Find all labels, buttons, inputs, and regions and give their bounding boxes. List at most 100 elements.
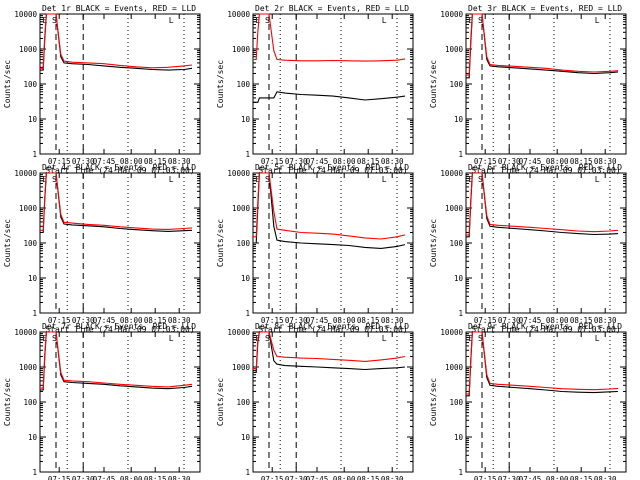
x-tick-label: 07:15 — [48, 157, 71, 166]
event-marker-label: E — [42, 334, 47, 343]
x-tick-label: 08:00 — [546, 157, 569, 166]
y-tick-label: 1 — [245, 309, 250, 318]
x-tick-label: 07:15 — [48, 475, 71, 480]
x-tick-label: 07:45 — [93, 157, 116, 166]
plot-frame — [39, 13, 201, 155]
detector-panel: Det 7r BLACK = Events, RED = LLD 1 10 100 10… — [3, 322, 201, 480]
x-tick-label: 07:45 — [519, 475, 542, 480]
y-tick-label: 100 — [23, 80, 37, 89]
x-axis-label: Start Time (24-Mar-09 07:03:00) — [471, 166, 620, 175]
x-tick-label: 08:30 — [594, 475, 617, 480]
y-tick-label: 1000 — [19, 363, 38, 372]
y-axis-label: Counts/sec — [216, 60, 225, 108]
x-axis-label: Start Time (24-Mar-09 07:03:00) — [258, 325, 407, 334]
event-marker-label: L — [169, 16, 174, 25]
y-tick-label: 1 — [245, 150, 250, 159]
panel-title: Det 3r BLACK = Events, RED = LLD — [468, 4, 622, 13]
x-tick-label: 08:15 — [357, 475, 380, 480]
y-tick-label: 1000 — [445, 45, 464, 54]
y-axis-label: Counts/sec — [429, 219, 438, 267]
x-tick-label: 08:15 — [570, 316, 593, 325]
x-tick-label: 07:30 — [285, 316, 308, 325]
plot-frame — [465, 13, 627, 155]
x-tick-label: 08:15 — [357, 316, 380, 325]
y-tick-label: 10000 — [440, 169, 463, 178]
panel-title: Det 7r BLACK = Events, RED = LLD — [42, 322, 196, 331]
x-tick-label: 07:15 — [261, 475, 284, 480]
y-tick-label: 1 — [32, 468, 37, 477]
y-tick-label: 10 — [28, 433, 38, 442]
event-marker-label: S — [52, 175, 57, 184]
y-tick-label: 1 — [32, 309, 37, 318]
x-tick-label: 08:00 — [333, 316, 356, 325]
x-tick-label: 07:30 — [498, 316, 521, 325]
x-tick-label: 07:30 — [72, 316, 95, 325]
detector-panel: Det 8r BLACK = Events, RED = LLD 1 10 100 10… — [216, 322, 414, 480]
panel-title: Det 1r BLACK = Events, RED = LLD — [42, 4, 196, 13]
panel-title: Det 2r BLACK = Events, RED = LLD — [255, 4, 409, 13]
x-tick-label: 08:00 — [546, 316, 569, 325]
y-tick-label: 10 — [28, 115, 38, 124]
y-axis-label: Counts/sec — [216, 378, 225, 426]
x-tick-label: 07:15 — [261, 157, 284, 166]
x-tick-label: 08:30 — [381, 157, 404, 166]
event-marker-label: L — [169, 175, 174, 184]
y-tick-label: 100 — [449, 239, 463, 248]
lld-series-line — [40, 331, 193, 389]
detector-panel: Det 1r BLACK = Events, RED = LLD 1 10 100 10… — [3, 4, 201, 175]
y-axis-label: Counts/sec — [429, 60, 438, 108]
x-tick-label: 08:15 — [570, 157, 593, 166]
x-tick-label: 08:00 — [120, 157, 143, 166]
x-tick-label: 08:15 — [144, 316, 167, 325]
x-tick-label: 08:30 — [594, 157, 617, 166]
x-tick-label: 08:30 — [168, 157, 191, 166]
y-axis-label: Counts/sec — [3, 219, 12, 267]
y-tick-label: 1000 — [232, 363, 251, 372]
event-marker-label: E — [42, 175, 47, 184]
lld-series-line — [466, 331, 619, 395]
y-tick-label: 10000 — [227, 10, 250, 19]
x-tick-label: 08:30 — [594, 316, 617, 325]
x-tick-label: 07:45 — [306, 316, 329, 325]
x-tick-label: 07:15 — [48, 316, 71, 325]
x-tick-label: 07:45 — [306, 475, 329, 480]
panel-title: Det 9r BLACK = Events, RED = LLD — [468, 322, 622, 331]
x-axis-label: Start Time (24-Mar-09 07:03:00) — [471, 325, 620, 334]
y-tick-label: 10 — [241, 433, 251, 442]
y-tick-label: 10000 — [14, 328, 37, 337]
y-tick-label: 1000 — [19, 204, 38, 213]
x-tick-label: 08:30 — [381, 316, 404, 325]
y-axis-label: Counts/sec — [429, 378, 438, 426]
y-tick-label: 10000 — [14, 10, 37, 19]
lld-series-line — [253, 172, 406, 240]
event-marker-label: L — [382, 175, 387, 184]
x-tick-label: 07:45 — [519, 157, 542, 166]
x-tick-label: 08:15 — [357, 157, 380, 166]
x-tick-label: 07:30 — [72, 157, 95, 166]
lld-series-line — [253, 331, 406, 370]
x-tick-label: 08:15 — [144, 475, 167, 480]
event-marker-label: S — [265, 16, 270, 25]
y-tick-label: 10 — [241, 115, 251, 124]
x-tick-label: 07:45 — [519, 316, 542, 325]
x-tick-label: 07:15 — [474, 316, 497, 325]
y-tick-label: 10000 — [440, 328, 463, 337]
event-marker-label: S — [52, 334, 57, 343]
detector-panel: Det 9r BLACK = Events, RED = LLD 1 10 100 10… — [429, 322, 627, 480]
y-tick-label: 100 — [236, 398, 250, 407]
x-tick-label: 08:00 — [333, 475, 356, 480]
x-tick-label: 07:15 — [474, 157, 497, 166]
y-tick-label: 1 — [245, 468, 250, 477]
y-axis-label: Counts/sec — [3, 378, 12, 426]
event-marker-label: S — [265, 175, 270, 184]
x-tick-label: 07:30 — [285, 157, 308, 166]
plot-frame — [465, 331, 627, 473]
event-marker-label: E — [42, 16, 47, 25]
y-tick-label: 100 — [23, 398, 37, 407]
y-tick-label: 100 — [449, 398, 463, 407]
y-tick-label: 1000 — [232, 204, 251, 213]
y-tick-label: 100 — [236, 239, 250, 248]
plot-frame — [252, 172, 414, 314]
y-tick-label: 10000 — [14, 169, 37, 178]
detector-panel: Det 3r BLACK = Events, RED = LLD 1 10 100 10… — [429, 4, 627, 175]
